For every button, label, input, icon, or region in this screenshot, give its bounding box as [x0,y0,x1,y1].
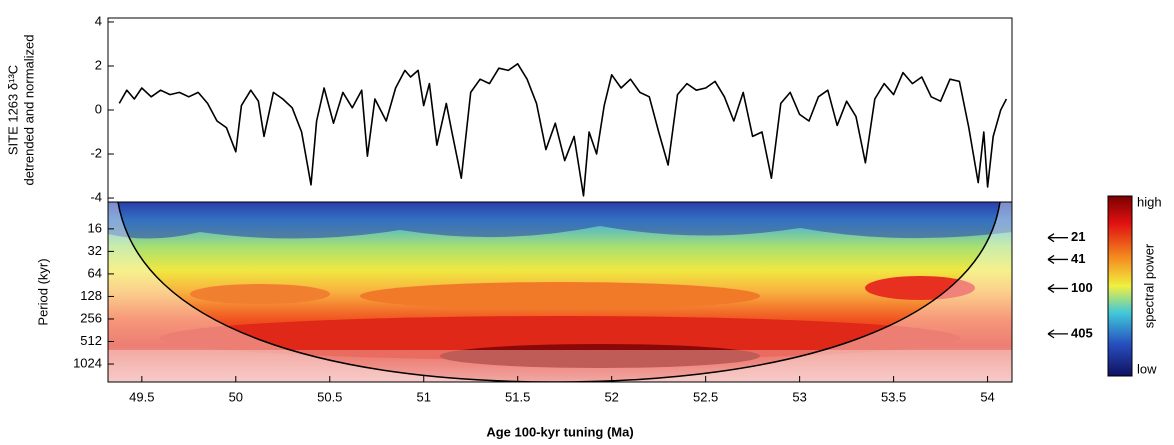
y-tick-label: 256 [80,310,102,325]
y-label: Period (kyr) [35,258,50,325]
y-label: SITE 1263 δ¹³C [5,65,20,155]
bottom-frame [107,201,1013,383]
arrow-head [1047,233,1055,243]
period-label: 41 [1071,251,1085,266]
y-tick-label: 64 [88,265,102,280]
wavelet-spectrum [108,202,1012,382]
x-tick-label: 49.5 [129,389,154,404]
y-tick-label: 0 [95,101,102,116]
y-tick-label: 16 [88,220,102,235]
data-line [118,63,1008,197]
period-label: 21 [1071,229,1085,244]
y-tick-label: 32 [88,243,102,258]
x-tick-label: 51 [417,389,431,404]
x-tick-label: 53 [792,389,806,404]
y-tick-label: -4 [90,189,102,204]
period-label: 405 [1071,325,1093,340]
colorbar [1107,195,1133,377]
y-tick-label: -2 [90,145,102,160]
period-label: 100 [1071,280,1093,295]
arrow-head [1047,254,1055,264]
x-tick-label: 51.5 [505,389,530,404]
x-tick-label: 50 [229,389,243,404]
top-frame [107,17,1013,203]
x-tick-label: 53.5 [881,389,906,404]
x-tick-label: 54 [980,389,994,404]
y-label: detrended and normalized [21,34,36,185]
colorbar-label: high [1137,194,1162,209]
y-tick-label: 4 [95,13,102,28]
arrow-head [1047,329,1055,339]
colorbar-title: spectral power [1141,243,1156,328]
y-tick-label: 128 [80,288,102,303]
y-tick-label: 1024 [73,355,102,370]
arrow-head [1047,283,1055,293]
colorbar-label: low [1137,361,1157,376]
x-label: Age 100-kyr tuning (Ma) [486,424,633,439]
x-tick-label: 50.5 [317,389,342,404]
y-tick-label: 512 [80,333,102,348]
x-tick-label: 52 [604,389,618,404]
y-tick-label: 2 [95,57,102,72]
x-tick-label: 52.5 [693,389,718,404]
